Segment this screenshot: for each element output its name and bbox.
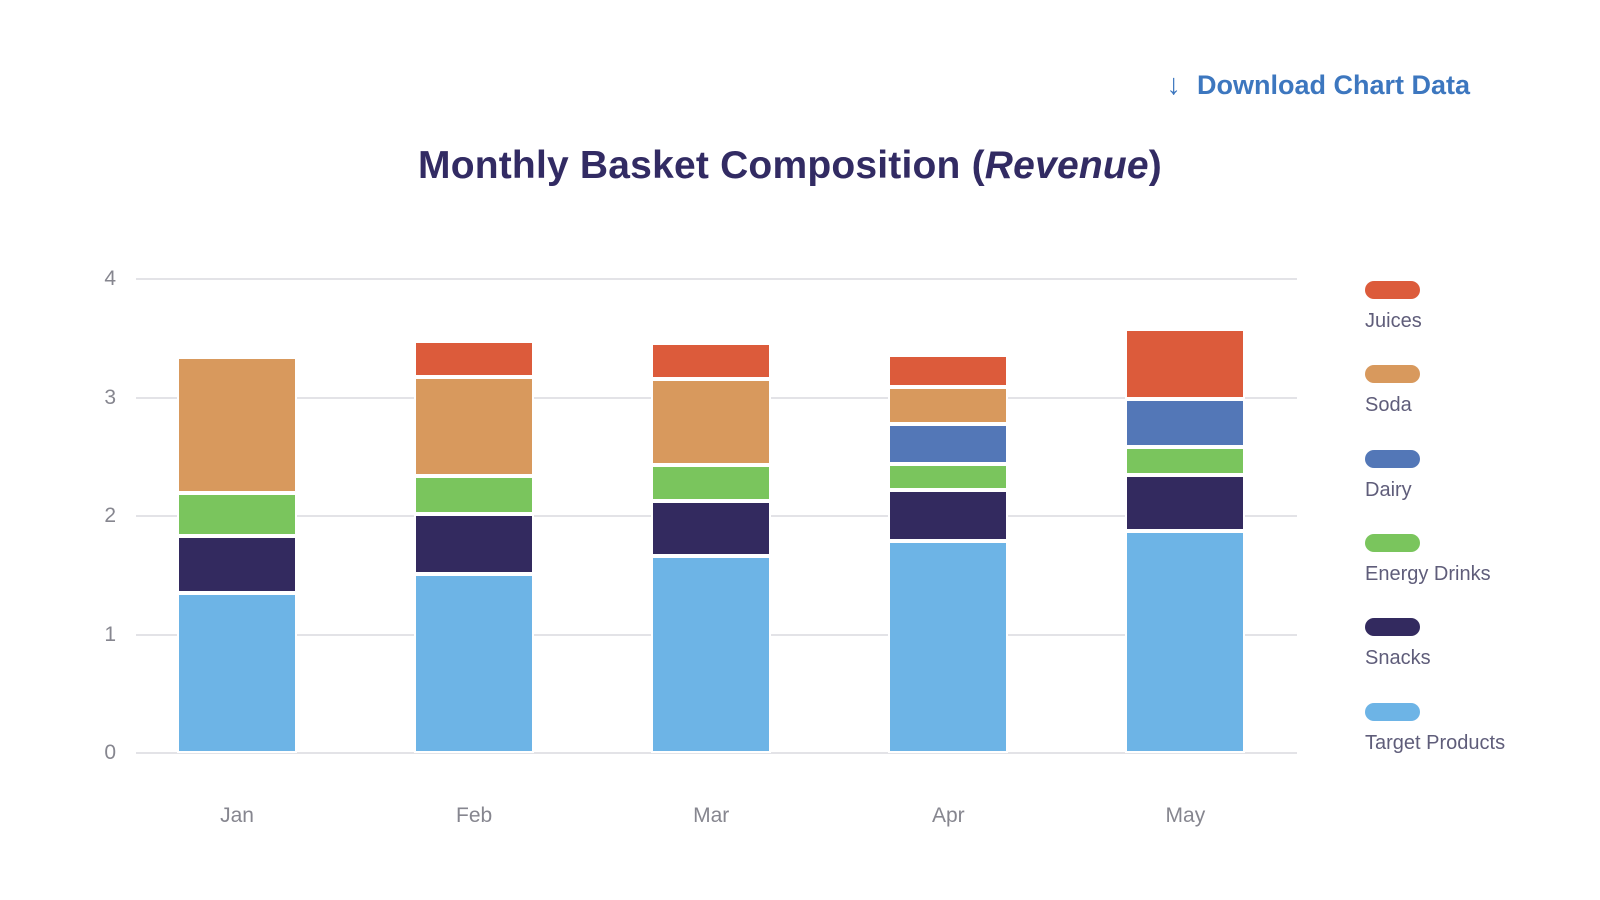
legend-swatch-juices bbox=[1365, 281, 1420, 299]
legend-swatch-target-products bbox=[1365, 702, 1420, 721]
download-arrow-icon: ↓ bbox=[1166, 69, 1181, 101]
bar-segment-may-target-products[interactable] bbox=[1125, 531, 1246, 753]
legend-label-energy-drinks: Energy Drinks bbox=[1365, 562, 1491, 585]
legend-swatch-dairy bbox=[1365, 449, 1420, 468]
x-axis-label-may: May bbox=[1165, 804, 1206, 827]
bar-segment-jan-target-products[interactable] bbox=[177, 593, 297, 753]
bar-segment-feb-soda[interactable] bbox=[414, 377, 535, 476]
y-axis-tick-4: 4 bbox=[104, 267, 116, 290]
download-link-label: Download Chart Data bbox=[1196, 70, 1470, 100]
legend-item-snacks[interactable]: Snacks bbox=[1365, 618, 1431, 670]
bar-segment-apr-target-products[interactable] bbox=[888, 540, 1009, 753]
legend-label-dairy: Dairy bbox=[1365, 478, 1412, 501]
x-axis-label-feb: Feb bbox=[456, 804, 493, 827]
download-chart-data-link[interactable]: ↓ Download Chart Data bbox=[1166, 70, 1470, 101]
legend-item-energy-drinks[interactable]: Energy Drinks bbox=[1365, 533, 1491, 586]
y-axis-tick-3: 3 bbox=[104, 385, 116, 409]
legend-label-snacks: Snacks bbox=[1365, 647, 1431, 670]
legend-swatch-soda bbox=[1365, 365, 1420, 384]
x-axis-label-jan: Jan bbox=[220, 804, 254, 827]
x-axis-label-apr: Apr bbox=[931, 804, 965, 827]
bar-segment-mar-energy-drinks[interactable] bbox=[651, 465, 772, 501]
legend-swatch-energy-drinks bbox=[1365, 533, 1420, 552]
gridline-y-4 bbox=[136, 278, 1297, 280]
bar-segment-apr-soda[interactable] bbox=[888, 386, 1009, 424]
y-axis-tick-2: 2 bbox=[104, 504, 116, 527]
legend-swatch-snacks bbox=[1365, 618, 1420, 637]
chart-title: Monthly Basket Composition (Revenue) bbox=[0, 144, 1580, 188]
bar-segment-may-juices[interactable] bbox=[1125, 328, 1246, 399]
x-axis-label-mar: Mar bbox=[693, 804, 730, 827]
y-axis-tick-0: 0 bbox=[104, 741, 116, 764]
legend-item-soda[interactable]: Soda bbox=[1365, 365, 1420, 417]
chart-legend: Juices Soda Dairy Energy Drinks Snacks Target… bbox=[1365, 0, 1585, 900]
legend-label-target-products: Target Products bbox=[1365, 731, 1506, 754]
bar-segment-feb-juices[interactable] bbox=[414, 340, 535, 378]
bar-segment-mar-target-products[interactable] bbox=[651, 556, 772, 753]
legend-item-juices[interactable]: Juices bbox=[1365, 281, 1422, 333]
bar-segment-may-energy-drinks[interactable] bbox=[1125, 447, 1246, 475]
bar-segment-jan-snacks[interactable] bbox=[177, 536, 297, 594]
y-axis-tick-1: 1 bbox=[104, 622, 116, 646]
bar-segment-mar-soda[interactable] bbox=[651, 378, 772, 466]
bar-segment-apr-juices[interactable] bbox=[888, 354, 1009, 387]
bar-segment-may-snacks[interactable] bbox=[1125, 474, 1246, 532]
bar-segment-jan-soda[interactable] bbox=[177, 357, 297, 494]
chart-title-suffix: ) bbox=[1148, 144, 1162, 187]
bar-segment-feb-snacks[interactable] bbox=[414, 513, 535, 575]
gridline-y-0 bbox=[136, 752, 1297, 754]
legend-item-target-products[interactable]: Target Products bbox=[1365, 702, 1506, 755]
bar-segment-feb-energy-drinks[interactable] bbox=[414, 475, 535, 514]
bar-segment-feb-target-products[interactable] bbox=[414, 574, 535, 753]
bar-segment-apr-energy-drinks[interactable] bbox=[888, 463, 1009, 490]
legend-label-juices: Juices bbox=[1365, 310, 1422, 332]
chart-title-emphasis: Revenue bbox=[984, 144, 1149, 187]
bar-segment-mar-juices[interactable] bbox=[651, 342, 772, 379]
chart-title-prefix: Monthly Basket Composition ( bbox=[418, 144, 985, 187]
bar-segment-may-dairy[interactable] bbox=[1125, 398, 1246, 448]
bar-segment-mar-snacks[interactable] bbox=[651, 500, 772, 557]
bar-segment-jan-energy-drinks[interactable] bbox=[177, 493, 297, 537]
bar-segment-apr-dairy[interactable] bbox=[888, 423, 1009, 464]
bar-segment-apr-snacks[interactable] bbox=[888, 489, 1009, 541]
legend-item-dairy[interactable]: Dairy bbox=[1365, 449, 1420, 502]
legend-label-soda: Soda bbox=[1365, 394, 1412, 417]
